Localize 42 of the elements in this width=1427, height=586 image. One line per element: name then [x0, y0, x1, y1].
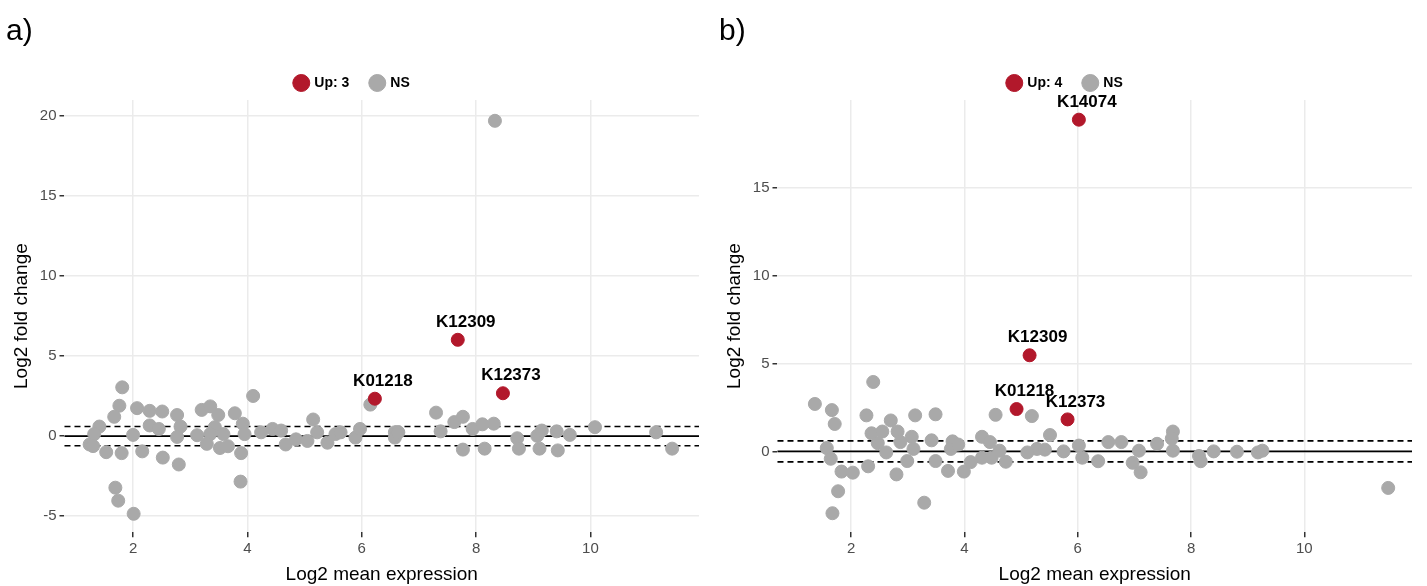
y-tick-label: 15	[39, 186, 57, 204]
point	[367, 391, 382, 406]
y-tick-label: 10	[39, 266, 57, 284]
x-axis-title: Log2 mean expression	[285, 562, 478, 584]
x-axis-title: Log2 mean expression	[998, 562, 1191, 584]
legend-label: NS	[390, 73, 410, 90]
y-tick-label: 10	[752, 265, 770, 283]
x-tick-label: 6	[1073, 539, 1082, 557]
y-tick-label: 20	[39, 106, 57, 124]
chart-title: a)	[6, 13, 33, 47]
y-tick-label: 0	[48, 426, 57, 444]
y-tick-label: 0	[761, 441, 770, 459]
point	[450, 332, 465, 347]
y-tick-label: 15	[752, 177, 770, 195]
y-tick-label: 5	[48, 346, 57, 364]
legend-label: Up: 4	[1027, 73, 1063, 90]
legend-label: NS	[1103, 73, 1123, 90]
point	[495, 386, 510, 401]
y-axis-title: Log2 fold change	[9, 243, 31, 389]
annotation: K01218	[353, 370, 413, 390]
x-tick-label: 6	[357, 539, 366, 557]
x-tick-label: 4	[960, 539, 969, 557]
point	[1060, 412, 1075, 427]
x-tick-label: 4	[243, 539, 252, 557]
x-tick-label: 10	[582, 539, 599, 557]
x-tick-label: 10	[1296, 539, 1313, 557]
y-tick-label: 5	[761, 353, 770, 371]
x-tick-label: 2	[128, 539, 138, 557]
x-tick-label: 8	[1186, 539, 1196, 557]
legend-label: Up: 3	[314, 73, 350, 90]
annotation: K12309	[435, 311, 496, 331]
point	[1022, 348, 1037, 363]
point	[1009, 402, 1024, 417]
x-tick-label: 8	[471, 539, 481, 557]
annotation: K12373	[481, 365, 541, 385]
y-axis-title: Log2 fold change	[722, 243, 744, 389]
y-tick-label: -5	[43, 506, 57, 524]
annotation: K14074	[1057, 91, 1118, 111]
point	[1071, 112, 1086, 127]
chart-title: b)	[719, 13, 746, 47]
x-tick-label: 2	[846, 539, 856, 557]
annotation: K12309	[1007, 327, 1068, 347]
